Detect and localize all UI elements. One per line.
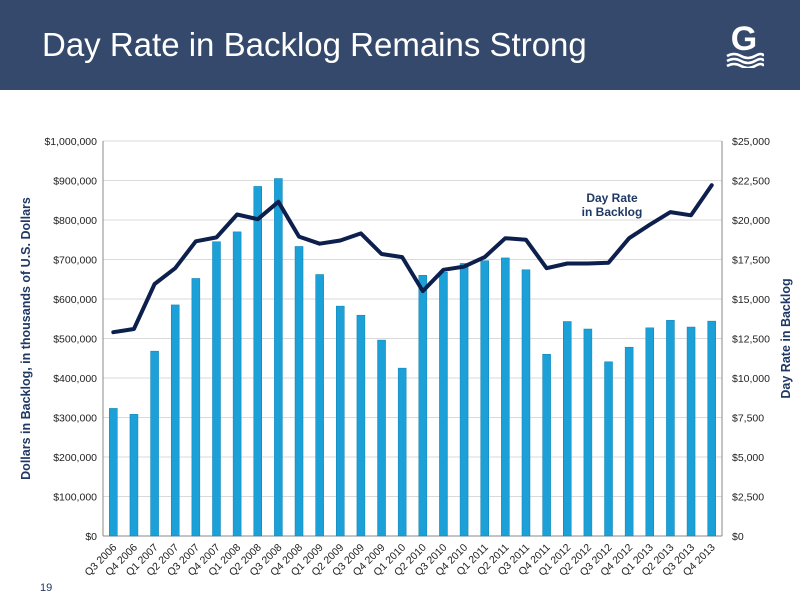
bar-q4-2009 [377,339,386,537]
right-axis-tick-label: $22,500 [732,176,770,188]
bar-q3-2008 [274,178,283,537]
left-axis-title: Dollars in Backlog, in thousands of U.S.… [19,197,33,480]
bar-q2-2011 [501,257,510,537]
bar-q1-2007 [150,350,159,537]
bar-q1-2012 [563,321,572,537]
day-rate-series-label: in Backlog [582,205,643,219]
bar-q3-2011 [521,269,531,537]
right-axis-tick-label: $25,000 [732,136,770,148]
slide-title: Day Rate in Backlog Remains Strong [42,26,587,63]
day-rate-series-label: Day Rate [586,191,638,205]
bar-q4-2013 [707,320,716,537]
bar-q1-2010 [397,367,407,537]
left-axis-tick-label: $500,000 [53,334,97,346]
left-axis-tick-label: $200,000 [53,452,97,464]
right-axis-title: Day Rate in Backlog [779,278,793,398]
bar-q2-2010 [418,275,428,537]
bar-q4-2007 [212,241,221,537]
bar-q4-2010 [459,263,469,537]
left-axis-tick-label: $100,000 [53,492,97,504]
bar-q3-2012 [604,361,613,537]
left-axis-tick-label: $900,000 [53,176,97,188]
right-axis-tick-label: $12,500 [732,334,770,346]
right-axis-tick-label: $10,000 [732,373,770,385]
bar-q2-2007 [170,304,180,537]
bar-q3-2007 [191,278,201,537]
left-axis-tick-label: $400,000 [53,373,97,385]
company-logo-icon: G [726,20,764,68]
right-axis-tick-label: $15,000 [732,294,770,306]
bar-q4-2011 [542,354,551,537]
left-axis-tick-label: $700,000 [53,255,97,267]
bar-q4-2012 [624,346,634,537]
bar-q1-2009 [315,274,324,537]
right-axis-tick-label: $17,500 [732,255,770,267]
bar-q2-2008 [253,186,262,537]
logo-letter: G [731,20,757,58]
left-axis-tick-label: $1,000,000 [44,136,97,148]
slide-header: Day Rate in Backlog Remains Strong G [0,0,800,90]
bar-q4-2008 [294,246,304,537]
right-axis-tick-label: $0 [732,531,744,543]
right-axis-tick-label: $7,500 [732,413,764,425]
right-axis-tick-label: $20,000 [732,215,770,227]
left-axis-tick-label: $600,000 [53,294,97,306]
left-axis-tick-label: $800,000 [53,215,97,227]
day-rate-line [111,183,714,335]
bar-q3-2013 [686,326,696,537]
bar-q3-2009 [356,314,366,537]
right-axis-tick-label: $5,000 [732,452,764,464]
bar-q2-2013 [666,320,675,537]
bar-q2-2012 [583,328,593,537]
left-axis-tick-label: $300,000 [53,413,97,425]
bar-q4-2006 [129,414,139,537]
bar-q1-2011 [480,260,489,537]
left-axis-tick-label: $0 [85,531,97,543]
right-axis-tick-label: $2,500 [732,492,764,504]
bar-q1-2008 [232,231,242,537]
bar-q3-2010 [439,271,448,537]
bar-q3-2006 [109,408,118,537]
bar-q2-2009 [336,305,345,537]
page-number: 19 [40,582,53,594]
bar-q1-2013 [645,327,655,537]
